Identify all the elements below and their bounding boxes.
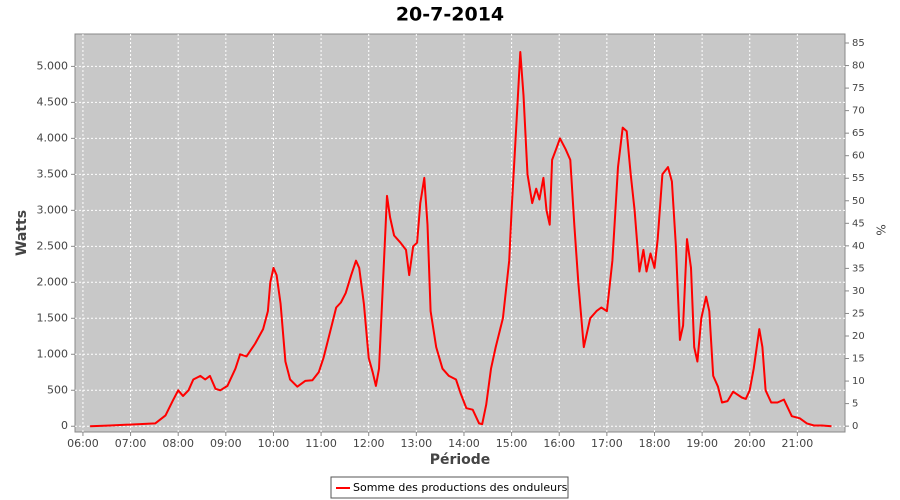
- y2-axis-label: %: [874, 224, 888, 235]
- y-tick-label: 2.000: [37, 275, 69, 288]
- data-line: [90, 51, 832, 428]
- y2-tick-label: 10: [852, 376, 865, 387]
- y2-tick-label: 80: [852, 61, 865, 72]
- y-tick-label: 0: [61, 419, 68, 432]
- x-tick-label: 15:00: [496, 437, 528, 450]
- x-tick-label: 19:00: [686, 437, 718, 450]
- y2-tick-label: 65: [852, 128, 865, 139]
- y-axis-label: Watts: [14, 210, 30, 256]
- legend-label: Somme des productions des onduleurs: [353, 481, 568, 494]
- y-tick-label: 500: [47, 383, 68, 396]
- y2-tick-label: 5: [852, 399, 858, 410]
- x-tick-label: 20:00: [734, 437, 766, 450]
- y2-tick-label: 45: [852, 218, 865, 229]
- chart-title: 20-7-2014: [396, 4, 504, 26]
- legend-box: [330, 476, 569, 499]
- y-tick-label: 1.500: [37, 311, 69, 324]
- x-axis-label: Période: [430, 452, 491, 468]
- x-tick-label: 21:00: [782, 437, 814, 450]
- y2-tick-label: 15: [852, 354, 865, 365]
- x-tick-label: 11:00: [305, 437, 337, 450]
- y-tick-label: 3.000: [37, 203, 69, 216]
- y2-tick-label: 75: [852, 83, 865, 94]
- y2-tick-label: 85: [852, 38, 865, 49]
- x-tick-label: 10:00: [258, 437, 290, 450]
- y-tick-label: 4.000: [37, 131, 69, 144]
- y2-tick-label: 0: [852, 421, 858, 432]
- y-tick-label: 2.500: [37, 239, 69, 252]
- y2-tick-label: 50: [852, 196, 865, 207]
- y2-tick-label: 70: [852, 106, 865, 117]
- y-tick-label: 4.500: [37, 95, 69, 108]
- x-tick-label: 17:00: [591, 437, 623, 450]
- x-tick-label: 09:00: [210, 437, 242, 450]
- x-tick-label: 12:00: [353, 437, 385, 450]
- x-tick-label: 16:00: [543, 437, 575, 450]
- y-tick-label: 3.500: [37, 167, 69, 180]
- y2-tick-label: 25: [852, 308, 865, 319]
- y-tick-label: 1.000: [37, 347, 69, 360]
- plot-area: [74, 33, 846, 433]
- y-tick-label: 5.000: [37, 59, 69, 72]
- x-tick-label: 08:00: [162, 437, 194, 450]
- x-tick-label: 18:00: [639, 437, 671, 450]
- y2-tick-label: 30: [852, 286, 865, 297]
- x-tick-label: 06:00: [67, 437, 99, 450]
- y2-tick-label: 35: [852, 263, 865, 274]
- y2-tick-label: 60: [852, 151, 865, 162]
- y2-tick-label: 20: [852, 331, 865, 342]
- x-tick-label: 14:00: [448, 437, 480, 450]
- x-tick-label: 13:00: [400, 437, 432, 450]
- y2-tick-label: 40: [852, 241, 865, 252]
- y2-tick-label: 55: [852, 173, 865, 184]
- x-tick-label: 07:00: [115, 437, 147, 450]
